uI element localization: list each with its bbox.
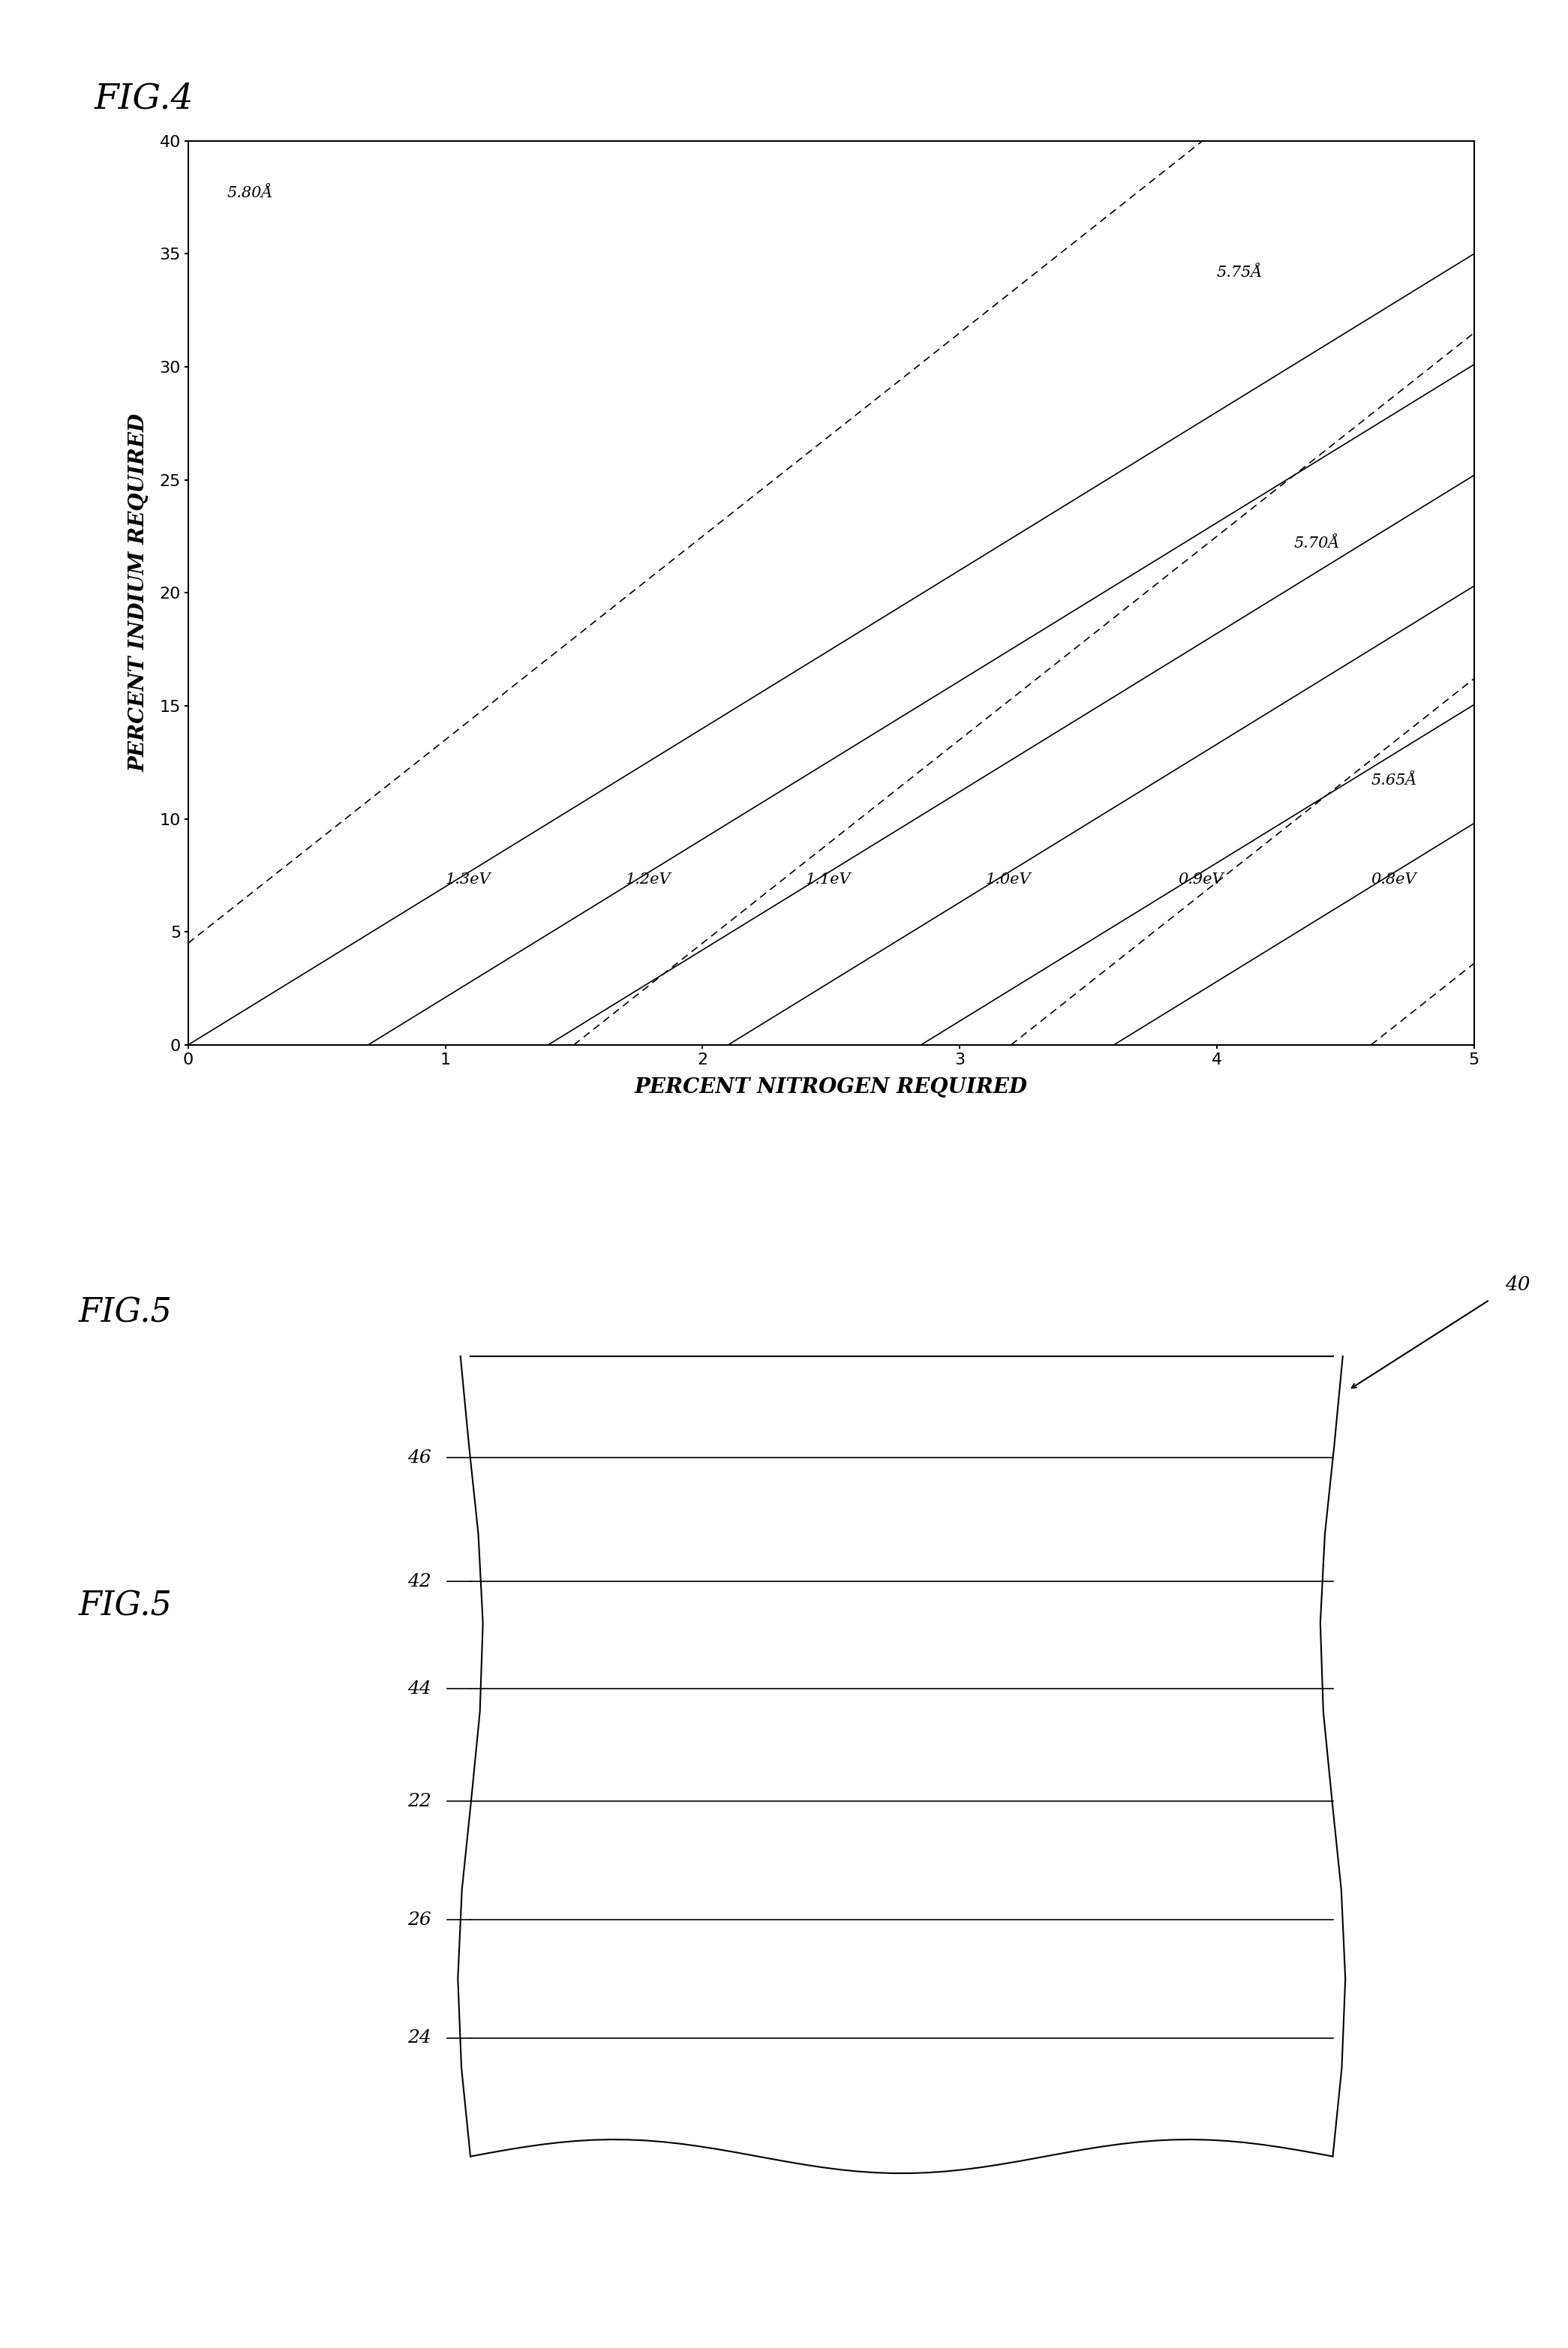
X-axis label: PERCENT NITROGEN REQUIRED: PERCENT NITROGEN REQUIRED [635, 1078, 1027, 1099]
Text: 26: 26 [408, 1911, 431, 1928]
Text: 40: 40 [1505, 1275, 1530, 1294]
Text: 1.0eV: 1.0eV [985, 873, 1030, 888]
Text: 5.75Å: 5.75Å [1217, 265, 1262, 279]
Text: 0.8eV: 0.8eV [1370, 873, 1416, 888]
Text: 24: 24 [408, 2029, 431, 2047]
Text: FIG.5: FIG.5 [78, 1296, 172, 1329]
Text: 1.1eV: 1.1eV [806, 873, 851, 888]
Text: 46: 46 [408, 1449, 431, 1465]
Text: 5.70Å: 5.70Å [1294, 535, 1341, 552]
Text: 0.9eV: 0.9eV [1178, 873, 1223, 888]
Text: 1.2eV: 1.2eV [626, 873, 671, 888]
Text: FIG.5: FIG.5 [78, 1590, 172, 1622]
Text: FIG.4: FIG.4 [94, 82, 193, 115]
Text: 42: 42 [408, 1573, 431, 1590]
Text: 5.80Å: 5.80Å [227, 185, 273, 200]
Y-axis label: PERCENT INDIUM REQUIRED: PERCENT INDIUM REQUIRED [129, 413, 149, 772]
Text: 5.65Å: 5.65Å [1370, 775, 1417, 789]
Text: 22: 22 [408, 1794, 431, 1810]
Text: 44: 44 [408, 1681, 431, 1698]
Text: 1.3eV: 1.3eV [445, 873, 491, 888]
